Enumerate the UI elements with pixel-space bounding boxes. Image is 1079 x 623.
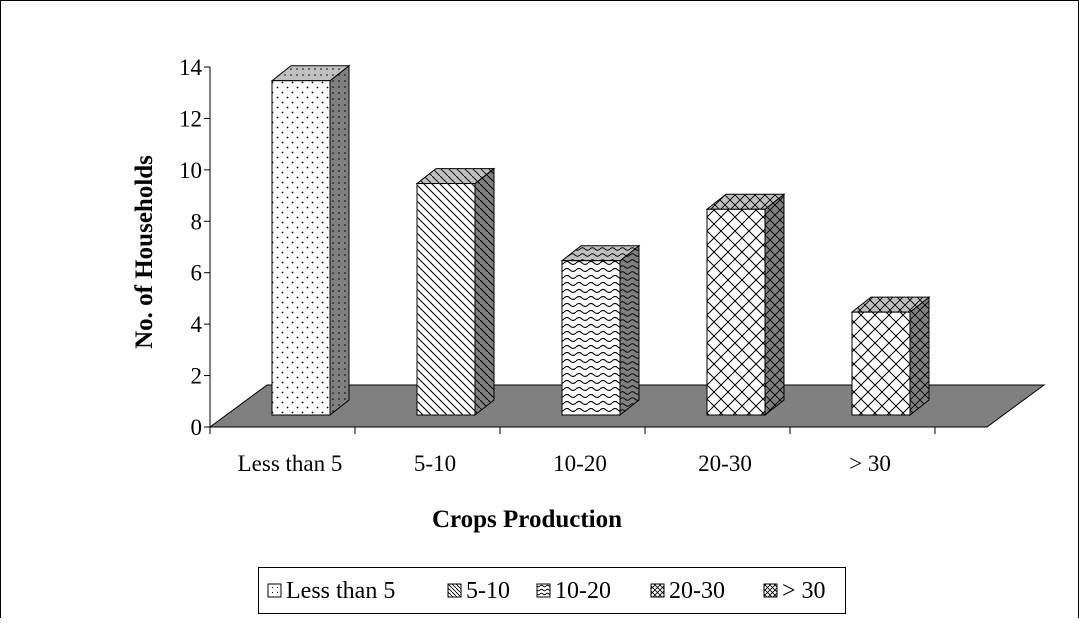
bar-side <box>764 193 785 417</box>
legend-label: 20-30 <box>669 578 725 604</box>
bar <box>705 193 786 417</box>
bar-face <box>851 311 911 416</box>
y-tick-label: 6 <box>191 261 203 286</box>
axis-layer: 0 2 4 6 8 10 12 14 <box>179 55 940 440</box>
legend-entry: Less than 5 <box>267 578 395 604</box>
y-tick-label: 0 <box>191 415 203 440</box>
legend-swatch <box>267 583 282 598</box>
bar-face <box>706 208 766 416</box>
legend-entry: 5-10 <box>447 578 510 604</box>
x-tick-labels: Less than 5 5-10 10-20 20-30 > 30 <box>238 451 891 476</box>
y-tick-label: 4 <box>191 312 203 337</box>
bar-side <box>619 244 640 417</box>
y-tick-label: 2 <box>191 364 203 389</box>
legend: Less than 5 5-10 10-20 20-30 > 30 <box>258 567 846 614</box>
x-axis-title: Crops Production <box>432 506 622 533</box>
bar-side <box>474 167 495 417</box>
legend-swatch <box>650 583 665 598</box>
x-tick-label: Less than 5 <box>238 451 343 476</box>
legend-label: 10-20 <box>555 578 611 604</box>
legend-swatch <box>447 583 462 598</box>
bar <box>560 244 641 417</box>
bar <box>415 167 496 417</box>
legend-box <box>258 567 846 614</box>
legend-entry: > 30 <box>763 578 826 604</box>
bar-side <box>329 64 350 417</box>
bar-face <box>271 80 331 416</box>
legend-entry: 10-20 <box>536 578 611 604</box>
legend-label: 5-10 <box>466 578 510 604</box>
bars-layer <box>270 64 931 417</box>
x-tick-label: 5-10 <box>414 451 456 476</box>
x-tick-label: > 30 <box>849 451 891 476</box>
legend-swatch <box>536 583 551 598</box>
legend-label: > 30 <box>782 578 826 604</box>
bar <box>270 64 351 417</box>
legend-swatch <box>763 583 778 598</box>
y-tick-label: 12 <box>179 106 202 131</box>
x-tick-label: 10-20 <box>553 451 607 476</box>
y-tick-label: 10 <box>179 158 202 183</box>
y-tick-label: 8 <box>191 209 203 234</box>
y-tick-label: 14 <box>179 55 203 80</box>
bar <box>850 296 931 417</box>
y-axis-title: No. of Households <box>131 155 158 349</box>
bar-side <box>909 296 930 417</box>
legend-items: Less than 5 5-10 10-20 20-30 > 30 <box>267 578 826 604</box>
bar-face <box>416 183 476 416</box>
bar-face <box>561 260 621 416</box>
x-tick-label: 20-30 <box>698 451 752 476</box>
legend-entry: 20-30 <box>650 578 725 604</box>
legend-label: Less than 5 <box>286 578 395 604</box>
